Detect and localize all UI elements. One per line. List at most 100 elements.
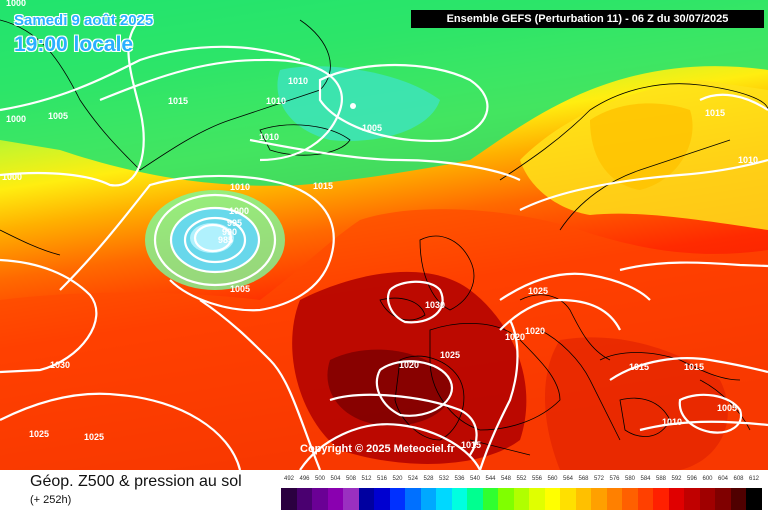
scale-swatch [389, 488, 406, 510]
isobar-label: 1010 [288, 76, 308, 86]
scale-swatch [312, 488, 328, 510]
scale-swatch [405, 488, 421, 510]
scale-swatch [730, 488, 747, 510]
scale-swatch [653, 488, 669, 510]
copyright-notice: Copyright © 2025 Meteociel.fr [300, 443, 455, 455]
scale-swatch [637, 488, 654, 510]
scale-tick-label: 532 [438, 476, 449, 482]
scale-swatch [451, 488, 468, 510]
scale-tick-label: 528 [423, 476, 434, 482]
scale-swatch [343, 488, 359, 510]
scale-tick-label: 576 [609, 476, 620, 482]
isobar-label: 1030 [425, 300, 445, 310]
scale-swatch [327, 488, 344, 510]
isobar-label: 1000 [2, 172, 22, 182]
scale-swatch [699, 488, 716, 510]
scale-tick-label: 524 [407, 476, 418, 482]
scale-swatch [668, 488, 685, 510]
scale-swatch [575, 488, 592, 510]
isobar-label: 1005 [717, 403, 737, 413]
scale-tick-label: 516 [376, 476, 387, 482]
isobar-label: 1025 [528, 286, 548, 296]
scale-swatch [358, 488, 375, 510]
isobar-label: 990 [222, 227, 237, 237]
isobar-label: 1000 [6, 0, 26, 8]
scale-swatch [296, 488, 313, 510]
lead-time: (+ 252h) [30, 494, 72, 506]
scale-tick-label: 536 [454, 476, 465, 482]
east-heat [545, 337, 728, 470]
isobar-label: 1005 [48, 111, 68, 121]
isobar-label: 985 [218, 235, 233, 245]
run-header: Ensemble GEFS (Perturbation 11) - 06 Z d… [411, 10, 764, 28]
scale-tick-label: 572 [593, 476, 604, 482]
scale-tick-label: 552 [516, 476, 527, 482]
valid-date: Samedi 9 août 2025 [14, 12, 154, 29]
weather-map: 1000 1005 1015 1010 1010 1005 1015 1010 … [0, 0, 768, 470]
scale-tick-label: 612 [748, 476, 759, 482]
isobar-label: 1020 [525, 326, 545, 336]
warm-core [590, 103, 693, 190]
heat-dome-core [327, 349, 452, 426]
scale-swatch [606, 488, 623, 510]
isobar-label: 1015 [684, 362, 704, 372]
scale-tick-label: 504 [330, 476, 341, 482]
scale-tick-label: 608 [733, 476, 744, 482]
scale-swatch [544, 488, 561, 510]
scale-swatch [498, 488, 514, 510]
isobar-label: 1005 [230, 284, 250, 294]
scale-tick-label: 596 [686, 476, 697, 482]
isobar-label: 1010 [662, 417, 682, 427]
scale-tick-label: 508 [345, 476, 356, 482]
scale-tick-label: 548 [500, 476, 511, 482]
isobar-labels: 1000 1005 1015 1010 1010 1005 1015 1010 … [2, 0, 758, 450]
teal-zone [277, 66, 440, 141]
scale-swatch [746, 488, 762, 510]
isobars [0, 19, 768, 470]
scale-tick-label: 604 [717, 476, 728, 482]
scale-tick-label: 584 [640, 476, 651, 482]
map-title: Géop. Z500 & pression au sol [30, 473, 242, 490]
isobar-label: 1015 [629, 362, 649, 372]
scale-swatch [513, 488, 530, 510]
scale-swatch [560, 488, 576, 510]
isobar-label: 1025 [84, 432, 104, 442]
isobar-label: 1030 [50, 360, 70, 370]
low-center [190, 223, 234, 253]
scale-tick-label: 568 [578, 476, 589, 482]
scale-tick-label: 520 [392, 476, 403, 482]
isobar-label: 1015 [461, 440, 481, 450]
scale-swatch [622, 488, 638, 510]
low-marker [350, 103, 356, 109]
isobar-label: 1015 [313, 181, 333, 191]
isobar-label: 1010 [266, 96, 286, 106]
scale-swatch [436, 488, 452, 510]
scale-tick-label: 500 [314, 476, 325, 482]
isobar-label: 1010 [738, 155, 758, 165]
scale-tick-label: 564 [562, 476, 573, 482]
scale-swatch [467, 488, 483, 510]
local-time: 19:00 locale [14, 33, 134, 56]
isobar-label: 995 [227, 218, 242, 228]
scale-swatch [715, 488, 731, 510]
scale-swatch [591, 488, 607, 510]
scale-tick-label: 556 [531, 476, 542, 482]
scale-swatch [529, 488, 545, 510]
scale-tick-label: 588 [655, 476, 666, 482]
isobar-label: 1020 [505, 332, 525, 342]
scale-tick-label: 512 [361, 476, 372, 482]
isobar-label: 1020 [399, 360, 419, 370]
scale-swatch [374, 488, 390, 510]
scale-tick-label: 540 [469, 476, 480, 482]
scale-tick-label: 496 [299, 476, 310, 482]
scale-tick-label: 544 [485, 476, 496, 482]
scale-swatch [482, 488, 499, 510]
legend-footer: Géop. Z500 & pression au sol (+ 252h) 49… [0, 470, 768, 512]
isobar-label: 1005 [362, 123, 382, 133]
coastlines [0, 19, 768, 456]
scale-swatch [281, 488, 297, 510]
isobar-label: 1010 [259, 132, 279, 142]
scale-tick-label: 600 [702, 476, 713, 482]
scale-swatch [420, 488, 437, 510]
scale-tick-label: 560 [547, 476, 558, 482]
